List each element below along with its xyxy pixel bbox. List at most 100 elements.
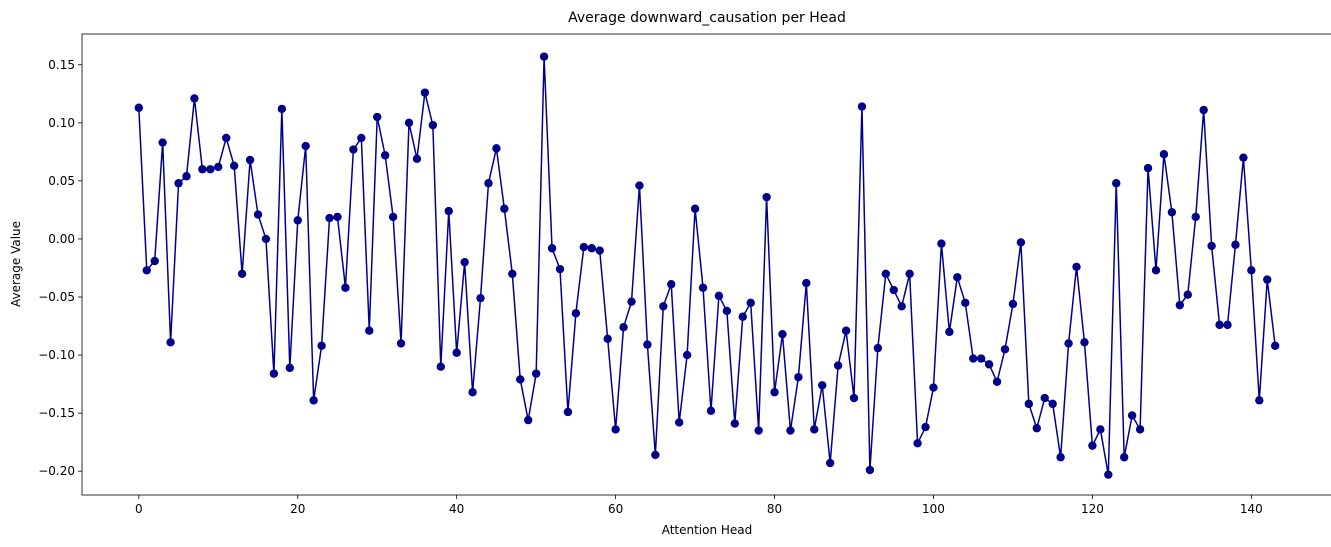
data-point — [158, 138, 167, 147]
data-point — [516, 375, 525, 384]
data-point — [1143, 163, 1153, 173]
data-point — [333, 212, 342, 222]
data-point — [1000, 345, 1010, 354]
data-point — [770, 388, 779, 397]
x-tick-label: 0 — [135, 502, 143, 516]
y-tick-label: 0.05 — [48, 174, 75, 188]
data-point — [1104, 470, 1113, 479]
data-point — [1008, 299, 1018, 309]
data-point — [229, 161, 239, 170]
data-point — [1024, 399, 1034, 409]
data-point — [1231, 240, 1240, 249]
data-point — [277, 104, 287, 114]
data-point — [444, 206, 453, 216]
data-point — [182, 172, 191, 181]
data-point — [889, 285, 898, 295]
data-point — [1223, 320, 1232, 330]
data-point — [921, 422, 930, 432]
data-point — [913, 439, 922, 448]
data-point — [1064, 339, 1073, 348]
data-point — [571, 309, 581, 318]
data-point — [428, 120, 438, 130]
data-point — [1040, 393, 1049, 403]
data-point — [825, 458, 835, 468]
y-axis: −0.20 −0.15 −0.10 −0.05 0.00 0.05 0.10 0.15 — [38, 58, 82, 478]
data-point — [373, 112, 382, 122]
data-point — [1151, 266, 1161, 275]
data-point — [1056, 453, 1065, 462]
data-point — [150, 256, 159, 266]
data-point — [1112, 179, 1121, 188]
data-point — [285, 363, 294, 373]
data-point — [1080, 338, 1089, 347]
data-point — [1016, 238, 1026, 247]
data-point — [969, 354, 978, 363]
data-point — [778, 329, 787, 339]
data-point — [1135, 425, 1145, 434]
data-point — [1199, 105, 1208, 115]
data-point — [810, 425, 819, 434]
data-point — [325, 213, 334, 223]
x-tick-label: 140 — [1240, 502, 1263, 516]
y-tick-label: −0.05 — [38, 290, 75, 304]
data-point — [380, 151, 390, 160]
data-point — [460, 257, 469, 267]
y-tick-label: −0.10 — [38, 348, 75, 362]
data-point — [841, 326, 851, 335]
data-point — [309, 396, 318, 405]
data-point — [484, 179, 493, 188]
data-point — [873, 343, 883, 353]
x-tick-label: 60 — [608, 502, 623, 516]
data-point — [492, 144, 501, 153]
data-point — [357, 133, 366, 143]
data-point — [706, 406, 716, 416]
data-point — [881, 269, 890, 278]
data-point — [1239, 153, 1248, 162]
data-point — [738, 312, 747, 321]
data-point — [134, 103, 144, 112]
x-tick-label: 100 — [922, 502, 945, 516]
data-point — [1270, 341, 1280, 350]
y-tick-label: 0.00 — [48, 232, 75, 246]
data-point — [404, 118, 414, 128]
data-point — [730, 419, 740, 428]
data-point — [786, 426, 795, 435]
x-tick-label: 120 — [1081, 502, 1104, 516]
data-point — [587, 244, 596, 253]
data-point — [651, 450, 660, 460]
data-point — [555, 264, 565, 274]
data-point — [539, 52, 549, 61]
data-point — [698, 283, 708, 292]
data-point — [953, 273, 962, 282]
data-point — [1159, 149, 1169, 159]
data-point — [1207, 241, 1216, 251]
data-point — [222, 133, 231, 143]
x-tick-label: 80 — [767, 502, 782, 516]
data-point — [214, 162, 223, 172]
data-point — [1048, 399, 1057, 409]
chart-title: Average downward_causation per Head — [568, 10, 846, 26]
data-point — [198, 165, 207, 174]
data-point — [1215, 320, 1224, 330]
data-point — [1183, 290, 1192, 299]
data-point — [976, 354, 986, 363]
y-axis-label: Average Value — [9, 221, 23, 307]
data-point — [166, 338, 175, 347]
data-point — [206, 165, 215, 174]
data-point — [1127, 411, 1137, 420]
data-point — [992, 377, 1002, 386]
data-point — [301, 141, 310, 151]
data-point — [674, 418, 684, 427]
data-point — [436, 362, 445, 371]
data-point — [1167, 208, 1177, 217]
data-point — [261, 234, 271, 244]
data-point — [1263, 275, 1272, 284]
data-point — [714, 291, 724, 301]
data-point — [619, 323, 628, 332]
data-point — [762, 192, 771, 202]
data-point — [635, 181, 644, 190]
x-axis: 0 20 40 60 80 100 120 140 — [135, 495, 1263, 516]
x-tick-label: 40 — [449, 502, 464, 516]
data-point — [1247, 266, 1256, 275]
data-point — [1191, 212, 1200, 222]
